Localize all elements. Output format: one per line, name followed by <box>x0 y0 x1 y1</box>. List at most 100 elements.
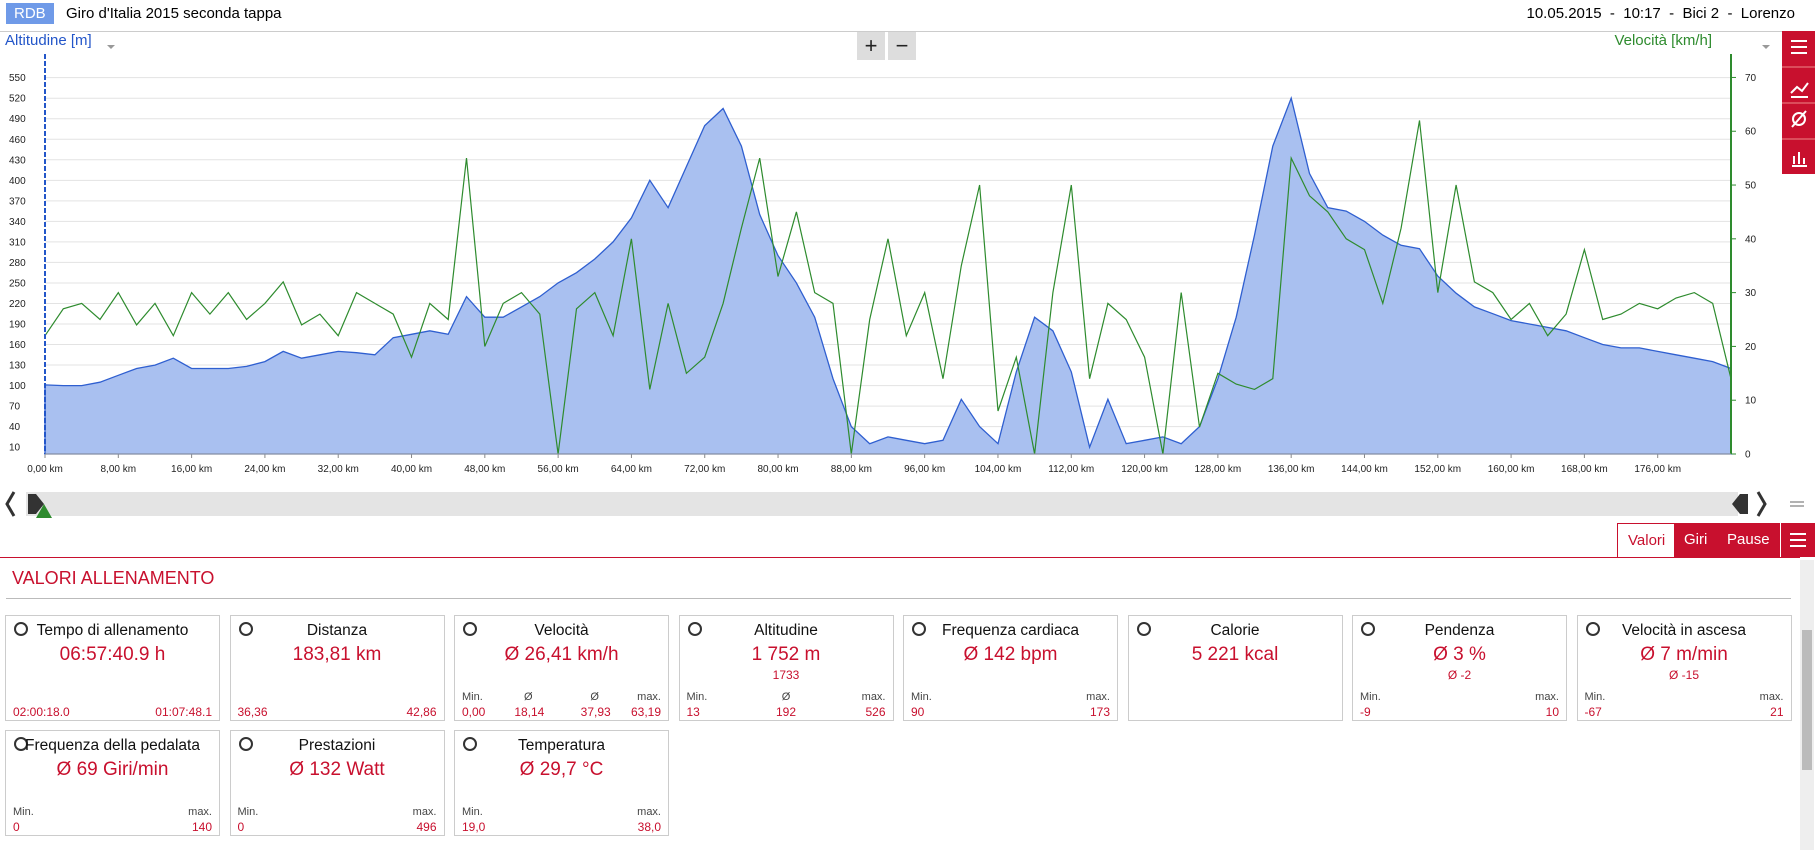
stat-card[interactable]: Temperatura Ø 29,7 °C Min. 19,0 max. 38,0 <box>454 730 669 836</box>
stat-card[interactable]: Distanza 183,81 km 36,36 42,86 <box>229 615 445 721</box>
stat-value: 42,86 <box>406 705 437 719</box>
x-tick-label: 120,00 km <box>1121 464 1168 475</box>
y2-tick-label: 10 <box>1745 396 1757 407</box>
x-tick-label: 160,00 km <box>1488 464 1535 475</box>
tab[interactable]: Valori <box>1617 523 1677 558</box>
card-value: Ø 132 Watt <box>289 759 385 780</box>
y-tick-label: 490 <box>9 114 26 125</box>
stat-value: 173 <box>1089 705 1110 719</box>
y-tick-label: 190 <box>9 320 26 331</box>
y2-tick-label: 70 <box>1745 73 1757 84</box>
card-title: Prestazioni <box>298 737 376 754</box>
card-title: Altitudine <box>754 622 818 639</box>
stat-label: Min. <box>462 691 483 703</box>
stat-label: max. <box>1759 691 1784 703</box>
x-tick-label: 128,00 km <box>1195 464 1242 475</box>
y-axis-title: Altitudine [m] <box>5 32 92 49</box>
stat-value: 18,14 <box>514 705 545 719</box>
stat-card[interactable]: Velocità Ø 26,41 km/h Min. 0,00 Ø 18,14 Ø 37,93… <box>454 615 669 721</box>
stat-card[interactable]: Calorie 5 221 kcal <box>1127 615 1343 721</box>
x-tick-label: 104,00 km <box>975 464 1022 475</box>
tab-underline <box>0 557 1800 558</box>
y-tick-label: 100 <box>9 381 26 392</box>
scrollbar-thumb[interactable] <box>1802 630 1812 770</box>
stat-card[interactable]: Tempo di allenamento 06:57:40.9 h 02:00:18… <box>5 615 220 721</box>
list-button[interactable] <box>1791 40 1807 54</box>
stat-card[interactable]: Altitudine 1 752 m 1733 Min. 13 Ø 192 max. 526 <box>678 615 894 721</box>
y-tick-label: 70 <box>9 402 21 413</box>
slider-menu[interactable] <box>1790 501 1804 507</box>
stat-label: Ø <box>524 691 533 703</box>
x-tick-label: 96,00 km <box>904 464 945 475</box>
card-value: 06:57:40.9 h <box>59 644 166 665</box>
slider-track <box>26 492 1738 516</box>
stat-card[interactable]: Frequenza della pedalata Ø 69 Giri/min Min… <box>5 730 220 836</box>
stat-card[interactable]: Velocità in ascesa Ø 7 m/min Ø -15 Min. -67 m… <box>1576 615 1792 721</box>
card-title: Tempo di allenamento <box>36 622 189 639</box>
stat-label: max. <box>637 806 661 818</box>
stat-value: 21 <box>1770 705 1784 719</box>
x-tick-label: 112,00 km <box>1048 464 1094 475</box>
slider-left-arrow[interactable] <box>5 491 16 517</box>
card-value: Ø 142 bpm <box>963 644 1058 665</box>
stat-label: Min. <box>462 806 483 818</box>
stat-label: Min. <box>13 806 34 818</box>
card-value: Ø 29,7 °C <box>519 759 604 780</box>
zoom-out[interactable]: − <box>888 32 916 60</box>
y2-tick-label: 30 <box>1745 288 1757 299</box>
x-tick-label: 24,00 km <box>244 464 285 475</box>
slider-right-arrow[interactable] <box>1756 491 1767 517</box>
tab-menu[interactable] <box>1781 523 1815 557</box>
stat-value: 37,93 <box>580 705 611 719</box>
section-divider <box>6 598 1791 599</box>
y-tick-label: 130 <box>9 361 26 372</box>
stat-value: 140 <box>191 820 212 834</box>
stat-card[interactable]: Pendenza Ø 3 % Ø -2 Min. -9 max. 10 <box>1352 615 1567 721</box>
x-tick-label: 80,00 km <box>757 464 798 475</box>
card-title: Pendenza <box>1424 622 1495 639</box>
x-tick-label: 48,00 km <box>464 464 505 475</box>
stat-value: 0,00 <box>462 705 486 719</box>
stat-label: Min. <box>686 691 708 703</box>
card-icon <box>463 737 477 751</box>
side-icons <box>1782 40 1815 167</box>
tab[interactable]: Pause <box>1717 523 1780 557</box>
card-subvalue: 1733 <box>772 668 800 682</box>
card-icon <box>687 622 702 636</box>
y2-axis-title: Velocità [km/h] <box>1614 32 1712 49</box>
stat-label: Min. <box>911 691 932 703</box>
dropdown <box>1762 45 1770 49</box>
stat-card[interactable]: Prestazioni Ø 132 Watt Min. 0 max. 496 <box>229 730 445 836</box>
scrollbar[interactable] <box>1800 560 1814 850</box>
stat-value: 13 <box>686 705 700 719</box>
avg-button[interactable] <box>1792 112 1806 126</box>
stat-label: Min. <box>1360 691 1381 703</box>
altitude-area <box>44 96 1732 455</box>
x-tick-label: 176,00 km <box>1634 464 1681 475</box>
y-tick-label: 250 <box>9 278 26 289</box>
card-title: Velocità in ascesa <box>1621 622 1747 639</box>
card-title: Velocità <box>534 622 589 639</box>
x-tick-label: 152,00 km <box>1414 464 1461 475</box>
x-tick-label: 16,00 km <box>171 464 212 475</box>
zoom-in[interactable]: + <box>857 32 885 60</box>
stat-card[interactable]: Frequenza cardiaca Ø 142 bpm Min. 90 max. 173 <box>903 615 1118 721</box>
x-tick-label: 64,00 km <box>611 464 652 475</box>
stat-value: -9 <box>1360 705 1371 719</box>
slider-handle-right[interactable] <box>1732 494 1748 514</box>
tab[interactable]: Giri <box>1674 523 1718 557</box>
workout-title: Giro d'Italia 2015 seconda tappa <box>66 5 282 22</box>
line-button[interactable] <box>1790 82 1809 98</box>
logo[interactable]: RDB <box>6 3 54 24</box>
y-tick-label: 550 <box>9 73 26 84</box>
card-icon <box>912 622 926 636</box>
y2-tick-label: 20 <box>1745 342 1757 353</box>
stat-value: 0 <box>237 820 245 834</box>
bar-button[interactable] <box>1792 152 1807 167</box>
stat-label: max. <box>412 806 437 818</box>
card-value: Ø 69 Giri/min <box>56 759 169 780</box>
slider-handle-left[interactable] <box>28 494 44 514</box>
stat-value: 90 <box>911 705 925 719</box>
range-slider[interactable] <box>0 488 1815 520</box>
card-value: Ø 7 m/min <box>1640 644 1728 665</box>
